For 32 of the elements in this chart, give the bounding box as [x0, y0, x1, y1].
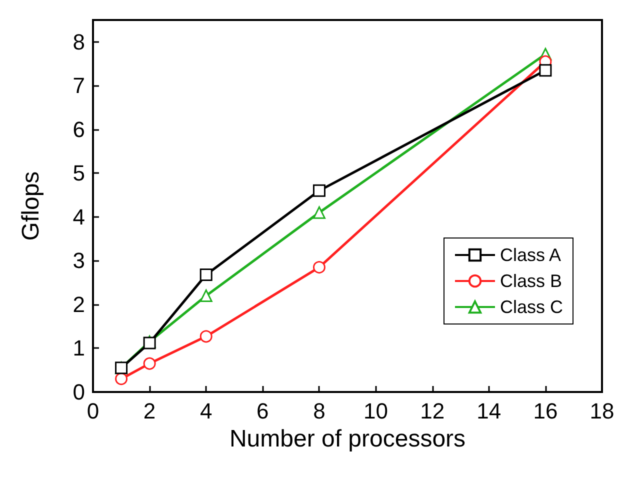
x-tick-label: 2: [143, 398, 156, 424]
point: [115, 372, 128, 386]
y-tick-label: 8: [72, 29, 85, 54]
y-tick-label: 4: [72, 204, 85, 230]
point: [312, 261, 326, 274]
point: [200, 289, 212, 302]
x-tick-label: 8: [313, 398, 326, 424]
x-tick-label: 12: [420, 398, 445, 424]
y-tick-label: 5: [72, 160, 85, 186]
point: [312, 206, 326, 219]
y-tick-label: 1: [72, 336, 85, 361]
point: [312, 184, 326, 197]
y-tick-label: 3: [72, 248, 85, 274]
x-axis-title: Number of processors: [229, 425, 466, 452]
legend-label: Class C: [500, 297, 564, 317]
point: [143, 357, 156, 370]
x-tick-label: 10: [364, 398, 388, 424]
x-tick-label: 14: [476, 398, 502, 424]
legend-label: Class A: [500, 245, 562, 265]
point: [539, 64, 552, 77]
y-tick-label: 0: [72, 380, 85, 404]
legend-label: Class B: [500, 271, 562, 291]
y-tick-label: 7: [72, 73, 85, 98]
point: [200, 268, 212, 281]
x-tick-label: 18: [590, 398, 614, 424]
x-tick-label: 4: [200, 398, 212, 424]
point: [200, 330, 212, 343]
x-tick-label: 16: [533, 398, 558, 424]
x-tick-label: 6: [256, 398, 269, 424]
y-axis-title: Gflops: [18, 171, 44, 241]
y-tick-label: 2: [72, 292, 85, 317]
y-tick-label: 6: [72, 116, 85, 142]
